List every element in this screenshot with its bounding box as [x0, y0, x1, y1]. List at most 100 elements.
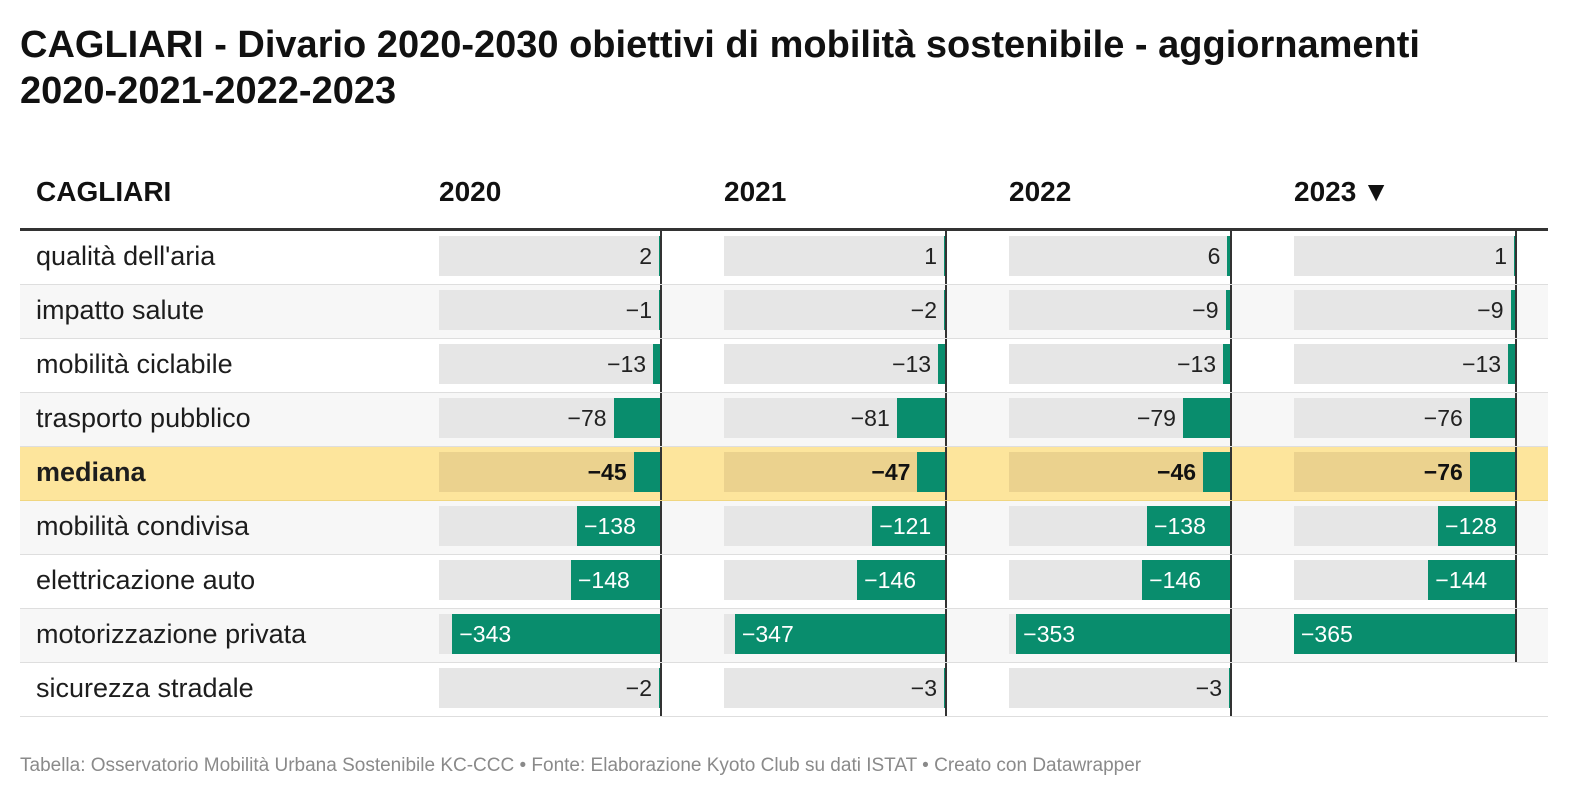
- sort-descending-icon[interactable]: ▼: [1362, 176, 1391, 207]
- value-cell: −13: [439, 344, 661, 384]
- value-label: 1: [924, 243, 937, 269]
- value-label: −148: [577, 567, 630, 593]
- row-label: motorizzazione privata: [36, 619, 307, 649]
- value-cell: [1294, 668, 1516, 708]
- value-cell: −76: [1294, 452, 1516, 492]
- value-bar: [1223, 344, 1231, 384]
- value-bar: [1227, 236, 1231, 276]
- zero-axis-line: [945, 501, 947, 554]
- zero-axis-line: [1230, 501, 1232, 554]
- value-label: −128: [1445, 513, 1497, 539]
- value-cell: −138: [439, 506, 661, 546]
- value-label: −45: [587, 459, 627, 485]
- table-row: impatto salute −1 −2 −9 −9: [20, 285, 1548, 339]
- value-cell: −13: [724, 344, 946, 384]
- header-year-label: 2021: [724, 176, 787, 207]
- zero-axis-line: [660, 447, 662, 500]
- value-label: 1: [1494, 243, 1507, 269]
- row-label: sicurezza stradale: [36, 673, 254, 703]
- value-cell: −146: [1009, 560, 1231, 600]
- zero-axis-line: [945, 555, 947, 608]
- value-label: −2: [910, 297, 937, 323]
- value-bar: [1469, 452, 1516, 492]
- value-label: −46: [1157, 459, 1197, 485]
- value-bar: [896, 398, 946, 438]
- value-cell: −13: [1294, 344, 1516, 384]
- value-label: −138: [1154, 513, 1206, 539]
- table-row: motorizzazione privata −343 −347 −353 −365: [20, 609, 1548, 663]
- value-label: −78: [567, 405, 607, 431]
- value-bar: [633, 452, 661, 492]
- zero-axis-line: [660, 609, 662, 662]
- zero-axis-line: [945, 231, 947, 284]
- value-cell: 1: [1294, 236, 1516, 276]
- value-label: −13: [607, 351, 647, 377]
- table-row: mobilità ciclabile −13 −13 −13 −13: [20, 339, 1548, 393]
- zero-axis-line: [660, 393, 662, 446]
- zero-axis-line: [660, 339, 662, 392]
- header-year-2021[interactable]: 2021: [724, 176, 786, 208]
- value-bar: [1182, 398, 1231, 438]
- row-label: qualità dell'aria: [36, 241, 216, 271]
- header-year-2020[interactable]: 2020: [439, 176, 501, 208]
- zero-axis-line: [1230, 285, 1232, 338]
- value-cell: −343: [439, 614, 661, 654]
- table-row: mobilità condivisa −138 −121 −138 −128: [20, 501, 1548, 555]
- value-bar: [653, 344, 661, 384]
- value-label: −79: [1136, 405, 1176, 431]
- zero-axis-line: [945, 663, 947, 716]
- zero-axis-line: [1515, 339, 1517, 392]
- zero-axis-line: [1515, 447, 1517, 500]
- footer-credits: Tabella: Osservatorio Mobilità Urbana So…: [20, 755, 1142, 776]
- value-bar: [1147, 506, 1231, 546]
- value-bar: [452, 614, 661, 654]
- header-year-2023[interactable]: 2023 ▼: [1294, 176, 1390, 208]
- value-label: −146: [864, 567, 916, 593]
- value-cell: −128: [1294, 506, 1516, 546]
- value-label: −2: [625, 675, 652, 701]
- value-bar: [1225, 290, 1231, 330]
- value-cell: −3: [724, 668, 946, 708]
- zero-axis-line: [945, 447, 947, 500]
- value-cell: −45: [439, 452, 661, 492]
- value-bar: [872, 506, 946, 546]
- value-label: 6: [1207, 243, 1221, 269]
- value-label: −47: [871, 459, 911, 485]
- zero-axis-line: [1230, 555, 1232, 608]
- value-label: −13: [1462, 351, 1502, 377]
- value-bar: [613, 398, 661, 438]
- zero-axis-line: [660, 663, 662, 716]
- value-label: −146: [1149, 567, 1201, 593]
- row-label: trasporto pubblico: [36, 403, 251, 433]
- value-cell: −2: [724, 290, 946, 330]
- value-cell: −347: [724, 614, 946, 654]
- value-cell: −47: [724, 452, 946, 492]
- value-cell: 2: [439, 236, 661, 276]
- value-label: −13: [892, 351, 932, 377]
- value-bar: [1016, 614, 1231, 654]
- value-cell: −3: [1009, 668, 1231, 708]
- zero-axis-line: [1515, 285, 1517, 338]
- value-label: −121: [879, 513, 932, 539]
- value-label: −353: [1023, 621, 1076, 647]
- value-bar: [1203, 452, 1231, 492]
- table-row: mediana −45 −47 −46 −76: [20, 447, 1548, 501]
- value-cell: −78: [439, 398, 661, 438]
- zero-axis-line: [945, 285, 947, 338]
- value-cell: −81: [724, 398, 946, 438]
- value-cell: −79: [1009, 398, 1231, 438]
- row-label: elettricazione auto: [36, 565, 256, 595]
- value-cell: 6: [1009, 236, 1231, 276]
- zero-axis-line: [945, 339, 947, 392]
- zero-axis-line: [945, 393, 947, 446]
- value-bar: [938, 344, 946, 384]
- zero-axis-line: [1515, 231, 1517, 284]
- value-bar: [857, 560, 946, 600]
- header-year-2022[interactable]: 2022: [1009, 176, 1071, 208]
- value-cell: −121: [724, 506, 946, 546]
- value-cell: −138: [1009, 506, 1231, 546]
- value-label: −9: [1192, 297, 1219, 323]
- value-bar: [917, 452, 946, 492]
- value-bar: [1142, 560, 1231, 600]
- value-label: −343: [459, 621, 512, 647]
